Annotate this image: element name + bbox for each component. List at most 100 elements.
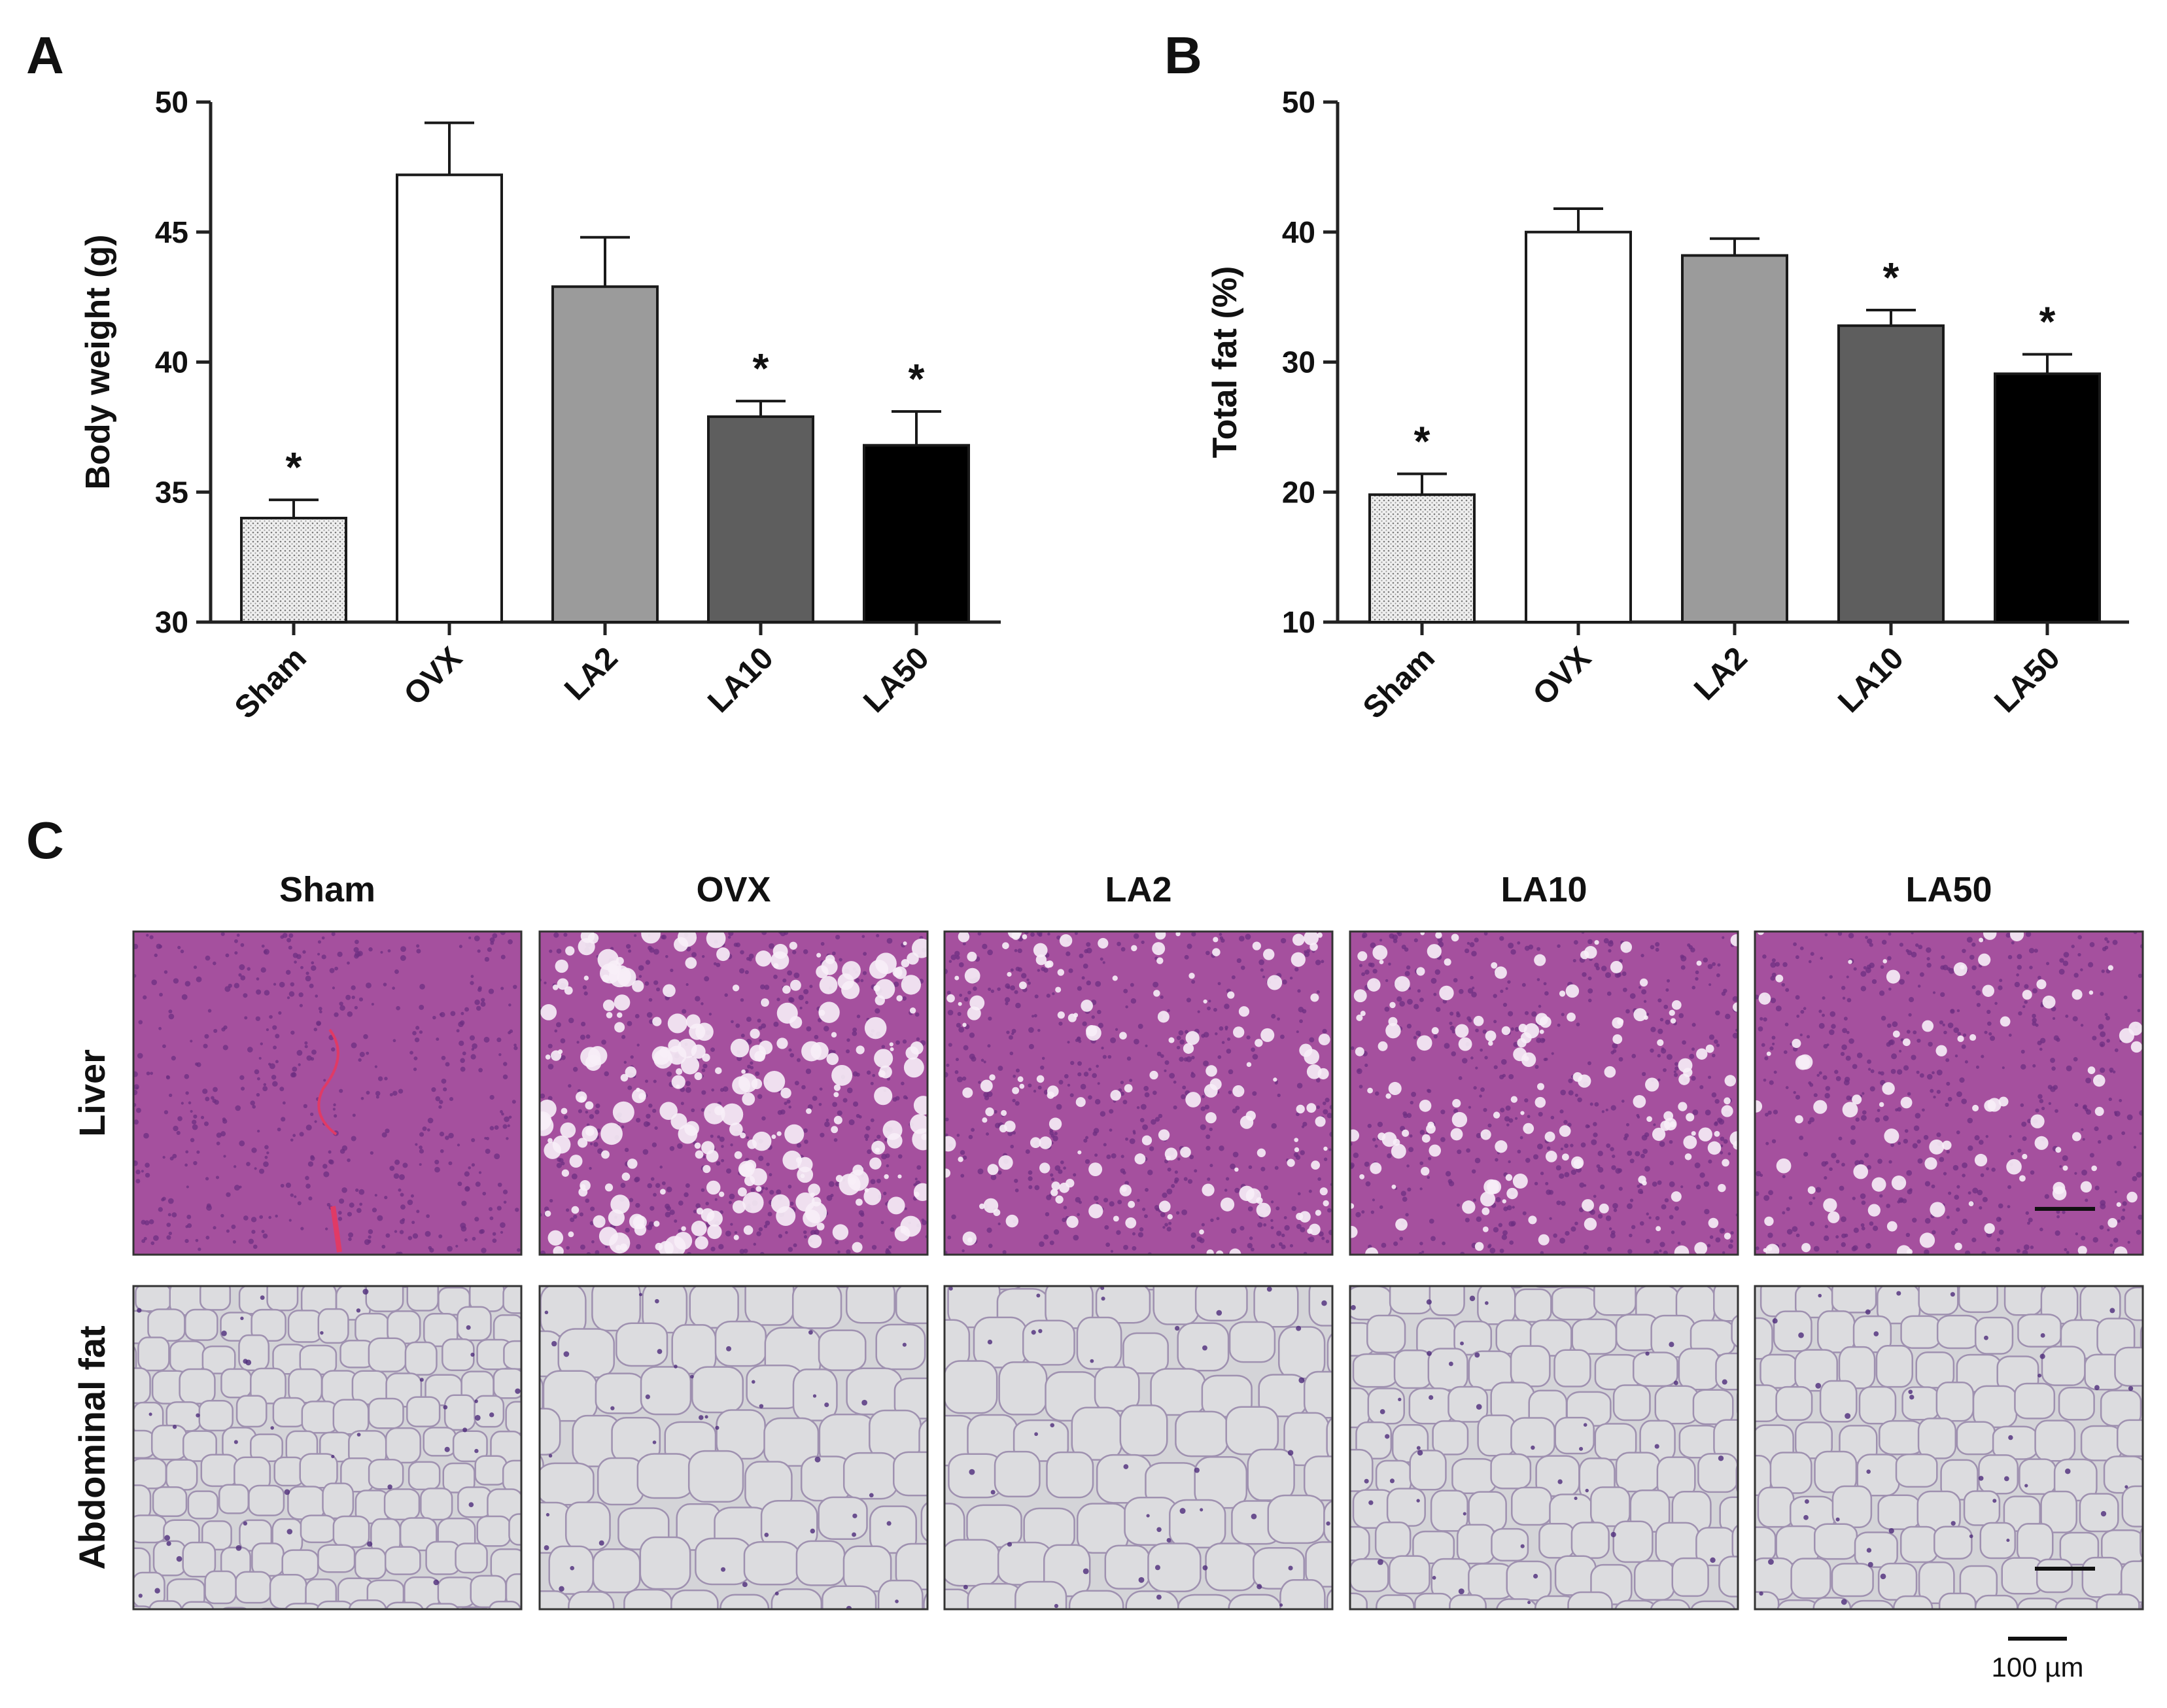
stromal-nucleus [1805, 1499, 1809, 1504]
nucleus [1470, 1056, 1474, 1060]
nucleus [1841, 1044, 1847, 1051]
nucleus [1488, 1244, 1492, 1247]
nucleus [2082, 1138, 2085, 1141]
adipocyte [1068, 1590, 1124, 1609]
lipid-vacuole [1246, 1062, 1252, 1068]
nucleus [1971, 942, 1976, 947]
nucleus [1200, 1106, 1205, 1111]
lipid-vacuole [946, 994, 955, 1003]
adipocyte [1632, 1630, 1668, 1662]
nucleus [172, 1153, 177, 1159]
lipid-vacuole [680, 1056, 700, 1075]
nucleus [648, 1104, 653, 1108]
nucleus [987, 1044, 991, 1048]
nucleus [2028, 1217, 2033, 1223]
adipocyte [2019, 1458, 2056, 1495]
adipocyte [1119, 1404, 1168, 1457]
nucleus [2022, 1249, 2028, 1255]
lipid-vacuole [1705, 1044, 1714, 1053]
nucleus [419, 1030, 423, 1034]
nucleus [846, 1087, 853, 1094]
nucleus [1939, 1157, 1945, 1162]
nucleus [234, 939, 238, 943]
nucleus [1073, 1173, 1077, 1177]
nucleus [251, 1229, 256, 1234]
stromal-nucleus [1654, 1444, 1659, 1449]
nucleus [1521, 983, 1526, 987]
nucleus [1642, 1149, 1648, 1154]
nucleus [1954, 1054, 1958, 1058]
nucleus [763, 1224, 768, 1229]
lipid-vacuole [1119, 1032, 1127, 1040]
lipid-vacuole [1797, 1054, 1813, 1070]
nucleus [263, 1161, 269, 1167]
nucleus [204, 1034, 209, 1039]
nucleus [1829, 1029, 1835, 1036]
nucleus [1482, 1029, 1487, 1034]
stromal-nucleus [1296, 1325, 1302, 1331]
nucleus [264, 1155, 268, 1159]
stromal-nucleus [387, 1484, 392, 1490]
lipid-vacuole [1012, 1087, 1020, 1094]
adipocyte [540, 1408, 561, 1455]
nucleus [135, 1169, 141, 1175]
adipocyte [1615, 1452, 1661, 1493]
adipocyte [2054, 1597, 2100, 1609]
lipid-vacuole [1004, 1121, 1016, 1132]
nucleus [389, 1092, 393, 1097]
lipid-vacuole [1033, 943, 1048, 958]
nucleus [225, 953, 230, 958]
nucleus [1271, 1013, 1276, 1019]
lipid-vacuole [1050, 1189, 1058, 1196]
lipid-vacuole [989, 1074, 996, 1081]
nucleus [1181, 1094, 1186, 1100]
y-axis-title: Body weight (g) [79, 235, 117, 490]
lipid-vacuole [604, 1183, 614, 1192]
nucleus [997, 1222, 1001, 1226]
stromal-nucleus [1368, 1500, 1374, 1505]
nucleus [1007, 1130, 1013, 1136]
adipocyte [1253, 1286, 1299, 1328]
nucleus [659, 1165, 663, 1169]
adipocyte [169, 1340, 206, 1373]
stromal-nucleus [1583, 1423, 1587, 1427]
nucleus [372, 1208, 377, 1213]
lipid-vacuole [776, 1131, 782, 1136]
stromal-nucleus [1038, 1329, 1043, 1333]
nucleus [1419, 1161, 1424, 1166]
adipocyte [1122, 1332, 1169, 1374]
lipid-vacuole [663, 984, 676, 998]
nucleus [1845, 1055, 1851, 1061]
nucleus [759, 1039, 762, 1042]
nucleus [334, 1114, 338, 1118]
lipid-vacuole [1534, 954, 1546, 966]
lipid-vacuole [784, 1124, 805, 1144]
nucleus [1357, 1069, 1361, 1072]
nucleus [1321, 1236, 1325, 1240]
nucleus [2077, 952, 2081, 957]
nucleus [1154, 1117, 1160, 1122]
panel-label-a: A [26, 26, 64, 84]
lipid-vacuole [887, 1196, 905, 1215]
lipid-vacuole [1372, 945, 1388, 960]
nucleus [750, 1061, 754, 1065]
nucleus [1407, 1187, 1412, 1192]
lipid-vacuole [625, 1066, 637, 1078]
lipid-vacuole [1287, 1159, 1295, 1167]
nucleus [1841, 1233, 1846, 1238]
lipid-vacuole [578, 938, 595, 956]
nucleus [956, 1134, 960, 1137]
nucleus [1974, 1135, 1980, 1141]
adipocyte [1388, 1637, 1432, 1673]
adipocyte [1153, 1286, 1200, 1325]
nucleus [1258, 959, 1264, 966]
nucleus [1183, 1057, 1188, 1062]
nucleus [2010, 1152, 2014, 1156]
lipid-vacuole [869, 960, 889, 979]
nucleus [239, 964, 245, 970]
nucleus [589, 1166, 592, 1170]
adipocyte [1326, 1416, 1332, 1462]
nucleus [947, 1235, 952, 1240]
lipid-vacuole [750, 1028, 760, 1039]
adipocyte [1046, 1451, 1094, 1499]
